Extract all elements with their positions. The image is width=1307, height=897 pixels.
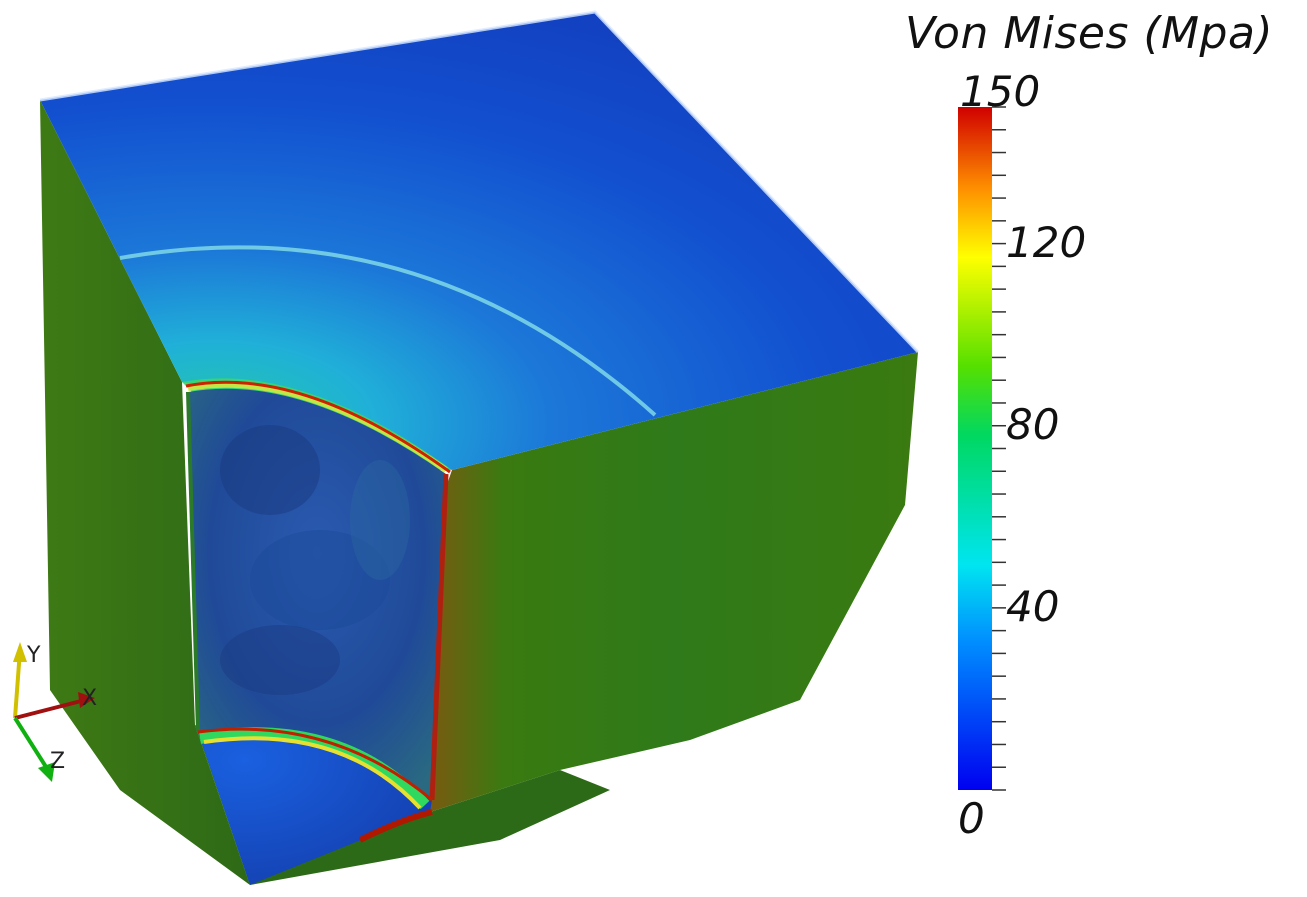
cube-top-face [40,12,918,470]
colorbar-label: 80 [1006,399,1060,449]
cube-right-face [430,352,918,812]
colorbar-minor-ticks [992,106,1006,791]
stress-cube-model [39,10,920,885]
orientation-axes-triad: Y X Z [13,642,97,782]
stress-ring-arc [119,245,657,417]
colorbar-gradient [958,107,992,790]
colorbar-title: Von Mises (Mpa) [905,8,1274,59]
colorbar-legend [958,106,1006,791]
colorbar-label: 120 [1006,217,1087,267]
colorbar-label: 40 [1006,581,1060,631]
colorbar-label-max: 150 [960,67,1041,116]
colorbar-label-min: 0 [958,794,985,843]
cube-left-face [40,100,250,885]
axis-y-label: Y [26,643,41,668]
axis-x-label: X [82,686,97,711]
axis-z-label: Z [50,749,65,774]
